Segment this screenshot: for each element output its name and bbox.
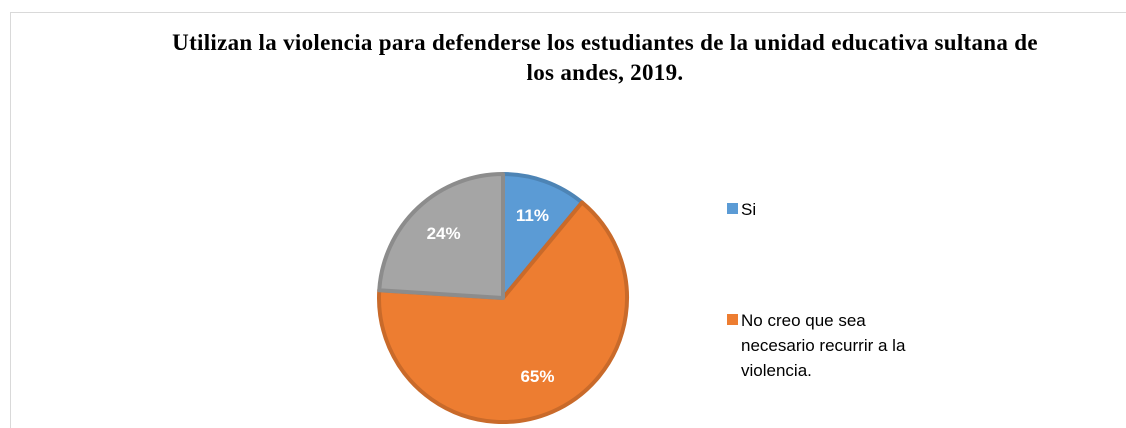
pie-slice bbox=[501, 172, 585, 300]
legend-swatch bbox=[727, 314, 738, 325]
data-label: 24% bbox=[427, 224, 461, 243]
legend-label: No creo que sea necesario recurrir a la … bbox=[741, 311, 906, 380]
legend-label: Si bbox=[741, 200, 757, 219]
data-label: 11% bbox=[516, 206, 549, 225]
pie-slice bbox=[377, 200, 629, 424]
chart-title: Utilizan la violencia para defenderse lo… bbox=[172, 30, 1038, 85]
data-label: 65% bbox=[520, 367, 554, 386]
legend-swatch bbox=[727, 203, 738, 214]
pie-slice bbox=[377, 172, 505, 300]
